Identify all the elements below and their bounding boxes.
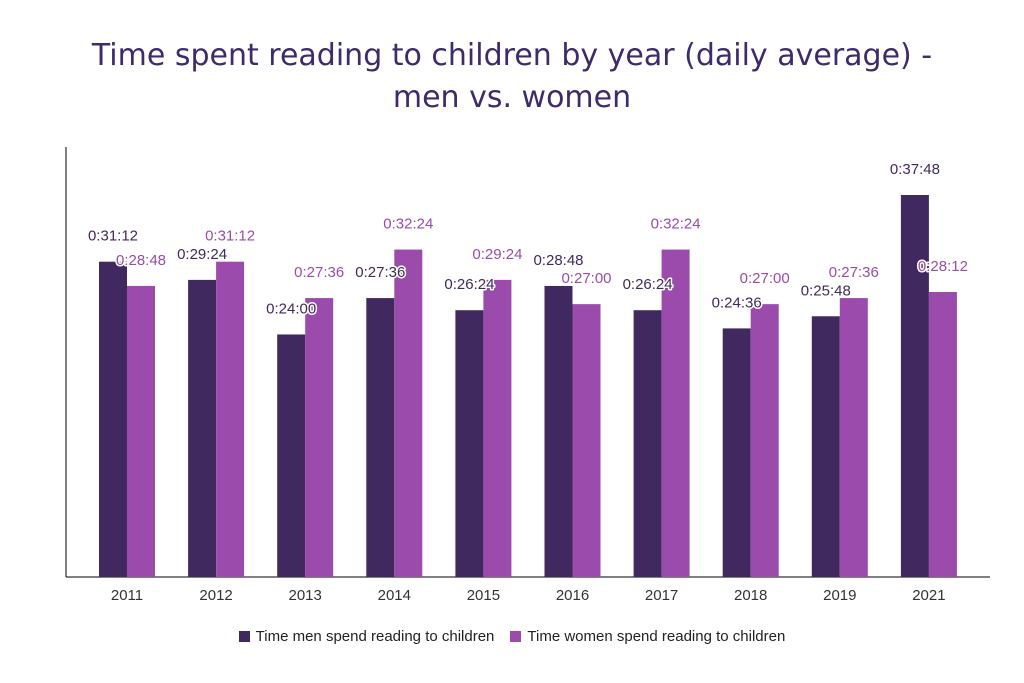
data-label-women-2017: 0:32:24 — [651, 216, 701, 233]
legend-item-men: Time men spend reading to children — [238, 628, 495, 645]
bar-men-2018 — [722, 328, 751, 577]
data-label-men-2011: 0:31:12 — [88, 228, 138, 245]
legend: Time men spend reading to children Time … — [0, 628, 1024, 645]
bar-men-2019 — [811, 316, 840, 577]
data-label-women-2021: 0:28:12 — [918, 258, 968, 275]
bar-men-2014 — [366, 298, 395, 577]
chart-title-line-1: Time spent reading to children by year (… — [91, 38, 933, 73]
bar-women-2017 — [661, 249, 690, 578]
data-label-men-2018: 0:24:36 — [712, 294, 762, 311]
legend-label-women: Time women spend reading to children — [527, 628, 786, 645]
bar-men-2017 — [633, 310, 662, 577]
x-tick-label-2012: 2012 — [199, 587, 232, 604]
legend-swatch-men — [238, 631, 250, 642]
x-tick-label-2018: 2018 — [734, 587, 767, 604]
data-label-women-2012: 0:31:12 — [205, 228, 255, 245]
data-label-women-2018: 0:27:00 — [740, 270, 790, 287]
data-label-men-2016: 0:28:48 — [533, 252, 583, 269]
x-tick-label-2017: 2017 — [645, 587, 678, 604]
bar-men-2021 — [900, 195, 929, 577]
legend-item-women: Time women spend reading to children — [510, 628, 785, 645]
data-label-men-2021: 0:37:48 — [890, 161, 940, 178]
bar-women-2019 — [839, 298, 868, 577]
data-label-men-2017: 0:26:24 — [623, 276, 673, 293]
data-label-women-2016: 0:27:00 — [561, 270, 611, 287]
x-tick-label-2013: 2013 — [289, 587, 322, 604]
x-tick-label-2016: 2016 — [556, 587, 589, 604]
bar-women-2021 — [928, 292, 957, 577]
data-label-men-2019: 0:25:48 — [801, 282, 851, 299]
data-label-men-2012: 0:29:24 — [177, 246, 227, 263]
bar-women-2018 — [750, 304, 779, 577]
bar-men-2012 — [188, 279, 217, 577]
bar-women-2016 — [572, 304, 601, 577]
x-tick-label-2011: 2011 — [111, 587, 143, 604]
data-label-men-2015: 0:26:24 — [444, 276, 494, 293]
x-tick-label-2014: 2014 — [378, 587, 411, 604]
bar-women-2013 — [305, 298, 334, 577]
x-tick-label-2021: 2021 — [912, 587, 945, 604]
data-label-women-2019: 0:27:36 — [829, 264, 879, 281]
bar-men-2016 — [544, 285, 573, 577]
bar-women-2012 — [216, 261, 245, 577]
bar-women-2015 — [483, 279, 512, 577]
x-tick-label-2019: 2019 — [823, 587, 856, 604]
legend-label-men: Time men spend reading to children — [255, 628, 495, 645]
chart-title-line-2: men vs. women — [392, 80, 632, 115]
data-label-women-2014: 0:32:24 — [383, 216, 433, 233]
x-tick-label-2015: 2015 — [467, 587, 500, 604]
data-label-women-2015: 0:29:24 — [472, 246, 522, 263]
data-label-women-2013: 0:27:36 — [294, 264, 344, 281]
bar-women-2011 — [127, 285, 155, 577]
legend-swatch-women — [510, 631, 522, 642]
bar-men-2013 — [277, 334, 306, 577]
bar-men-2011 — [99, 261, 127, 577]
bar-men-2015 — [455, 310, 484, 577]
data-label-men-2014: 0:27:36 — [355, 264, 405, 281]
bar-women-2014 — [394, 249, 423, 578]
data-label-men-2013: 0:24:00 — [266, 300, 316, 317]
data-label-women-2011: 0:28:48 — [116, 252, 166, 269]
